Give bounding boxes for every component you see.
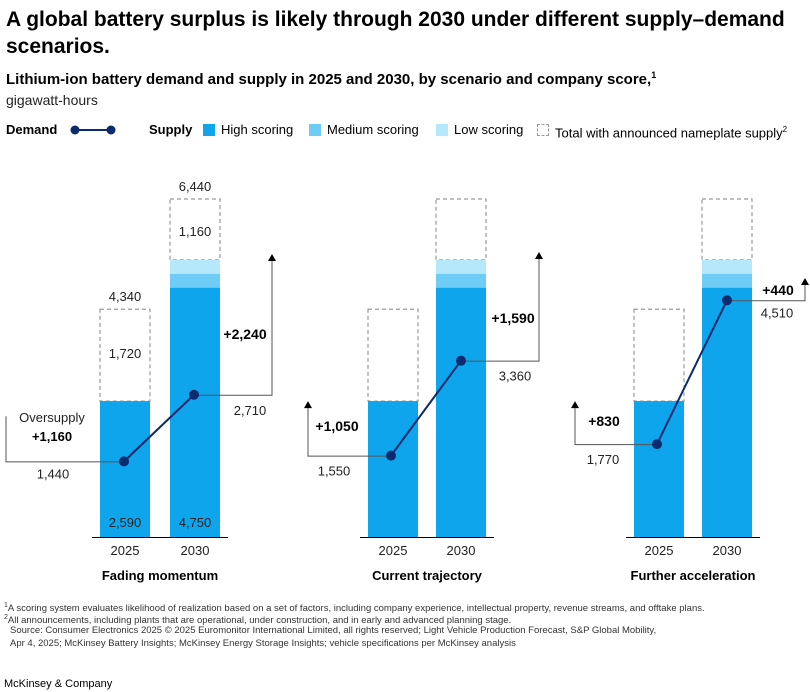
bar-high-scoring <box>436 287 486 537</box>
high-label-2030: 4,750 <box>179 515 212 530</box>
bar-total-outline <box>435 198 487 261</box>
oversupply-arrow-2030 <box>801 278 809 285</box>
panel-title: Fading momentum <box>102 568 218 583</box>
chart-title: A global battery surplus is likely throu… <box>6 8 785 58</box>
bar-total-outline <box>99 308 151 402</box>
demand-label-2030: 2,710 <box>234 403 267 418</box>
demand-point-2030 <box>189 389 199 400</box>
bar-high-scoring <box>634 401 684 537</box>
brand-name: McKinsey & Company <box>4 678 113 690</box>
bar-high-scoring <box>100 401 150 537</box>
bar-medium-scoring <box>436 273 486 288</box>
demand-point-2025 <box>119 456 129 467</box>
legend-demand-line-icon <box>70 125 116 135</box>
bar-high-scoring <box>368 401 418 537</box>
gap-label-2025: 1,720 <box>109 346 142 361</box>
bar-medium-scoring <box>170 273 220 288</box>
bar-low-scoring <box>702 259 752 274</box>
subtitle-text: Lithium-ion battery demand and supply in… <box>6 71 652 88</box>
bar-total-outline <box>367 308 419 402</box>
total-label-2030: 6,440 <box>179 179 212 194</box>
bar-medium-scoring <box>702 273 752 288</box>
oversupply-arrow-2025 <box>304 401 312 409</box>
demand-label-2030: 4,510 <box>761 305 794 320</box>
legend-high-label: High scoring <box>221 122 294 137</box>
legend-low-swatch <box>436 124 448 136</box>
bar-total-outline <box>701 198 753 261</box>
demand-label-2025: 1,440 <box>37 466 70 481</box>
bar-low-scoring <box>436 259 486 274</box>
legend-medium-swatch <box>309 124 321 136</box>
oversupply-value-2025: +830 <box>588 413 620 429</box>
oversupply-bracket-2025 <box>5 416 124 463</box>
x-tick-label: 2030 <box>713 543 742 558</box>
gap-label-2030: 1,160 <box>179 224 212 239</box>
bar-low-scoring <box>170 259 220 274</box>
bar-total-outline <box>633 308 685 402</box>
legend-total-swatch <box>537 124 549 136</box>
oversupply-value-2030: +2,240 <box>223 326 266 342</box>
panel-title: Further acceleration <box>631 568 756 583</box>
oversupply-arrow-2025 <box>571 401 579 409</box>
bar-high-scoring <box>170 287 220 537</box>
demand-line <box>123 394 195 463</box>
x-tick-label: 2025 <box>379 543 408 558</box>
oversupply-value-2030: +440 <box>762 282 794 298</box>
legend-medium-label: Medium scoring <box>327 122 419 137</box>
x-tick-label: 2025 <box>645 543 674 558</box>
oversupply-value-2025: +1,160 <box>32 429 72 444</box>
oversupply-arrow-2030 <box>268 254 276 261</box>
oversupply-bracket-2025 <box>574 408 657 446</box>
chart-subtitle: Lithium-ion battery demand and supply in… <box>6 70 656 88</box>
footnote-2: 2All announcements, including plants tha… <box>4 614 512 627</box>
oversupply-value-2025: +1,050 <box>315 418 358 434</box>
bar-high-scoring <box>702 287 752 537</box>
demand-line <box>656 299 728 445</box>
panel-title: Current trajectory <box>372 568 483 583</box>
oversupply-bracket-2030 <box>727 285 806 302</box>
oversupply-bracket-2030 <box>461 259 540 362</box>
high-label-2025: 2,590 <box>109 515 142 530</box>
demand-label-2030: 3,360 <box>499 369 532 384</box>
oversupply-bracket-2025 <box>307 408 391 457</box>
oversupply-arrow-2030 <box>535 252 543 259</box>
legend: Demand Supply High scoring Medium scorin… <box>6 122 806 140</box>
x-tick-label: 2030 <box>447 543 476 558</box>
x-tick-label: 2025 <box>111 543 140 558</box>
source-line-1: Source: Consumer Electronics 2025 © 2025… <box>10 625 657 636</box>
demand-point-2030 <box>456 355 466 366</box>
legend-demand-label: Demand <box>6 122 58 137</box>
legend-total-label: Total with announced nameplate supply2 <box>555 125 788 141</box>
legend-supply-label: Supply <box>149 122 193 137</box>
oversupply-label: Oversupply <box>19 410 85 425</box>
demand-line <box>390 360 462 457</box>
x-tick-label: 2030 <box>181 543 210 558</box>
oversupply-bracket-2030 <box>194 261 273 396</box>
total-label-2025: 4,340 <box>109 289 142 304</box>
demand-point-2030 <box>722 295 732 306</box>
demand-label-2025: 1,770 <box>587 452 620 467</box>
demand-label-2025: 1,550 <box>318 464 351 479</box>
oversupply-value-2030: +1,590 <box>491 310 534 326</box>
source-line-2: Apr 4, 2025; McKinsey Battery Insights; … <box>10 638 516 649</box>
legend-low-label: Low scoring <box>454 122 524 137</box>
subtitle-footnote-mark: 1 <box>651 70 657 80</box>
demand-point-2025 <box>652 439 662 450</box>
footnote-1: 1A scoring system evaluates likelihood o… <box>4 602 705 615</box>
legend-high-swatch <box>203 124 215 136</box>
units-label: gigawatt-hours <box>6 92 98 108</box>
demand-point-2025 <box>386 450 396 461</box>
